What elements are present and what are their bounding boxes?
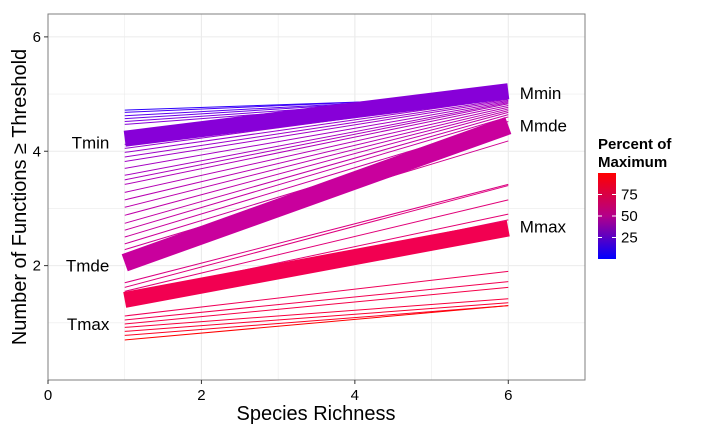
series-line [124, 110, 509, 208]
series-band-max [123, 220, 510, 308]
y-tick-label: 2 [33, 258, 41, 275]
series-line [124, 305, 509, 341]
series-line [124, 183, 509, 284]
series-line [124, 199, 509, 292]
x-tick-label: 0 [44, 387, 52, 404]
annotation-tmin: Tmin [72, 134, 110, 153]
thick-series-group [121, 83, 512, 308]
series-line [124, 98, 509, 158]
x-tick-label: 4 [351, 387, 359, 404]
legend-ticks: 25 50 75 [598, 187, 638, 247]
annotation-tmde: Tmde [66, 257, 109, 276]
legend-tick-label: 50 [621, 208, 638, 225]
series-line [124, 102, 509, 176]
series-band-min [123, 83, 510, 147]
x-tick-label: 2 [197, 387, 205, 404]
annotation-mmde: Mmde [520, 117, 567, 136]
series-line [124, 270, 509, 317]
plot-border [47, 13, 586, 381]
series-line [124, 103, 509, 181]
series-line [124, 116, 509, 231]
annotation-mmin: Mmin [520, 84, 562, 103]
legend: Percent of Maximum 25 50 75 [598, 136, 672, 259]
y-axis-title: Number of Functions ≥ Threshold [9, 49, 31, 345]
legend-tick-label: 25 [621, 230, 638, 247]
legend-colorbar [598, 173, 616, 259]
annotation-tmax: Tmax [67, 315, 110, 334]
legend-tick-label: 75 [621, 187, 638, 204]
series-line [124, 106, 509, 193]
legend-title-line-2: Maximum [598, 154, 667, 171]
legend-title-line-1: Percent of [598, 136, 672, 153]
series-line [124, 281, 509, 321]
series-line [124, 185, 509, 288]
axis-ticks: 0 2 4 6 2 4 6 [33, 29, 513, 404]
series-line [124, 111, 509, 216]
annotation-mmax: Mmax [520, 218, 567, 237]
annotations: Tmin Tmde Tmax Mmin Mmde Mmax [66, 84, 567, 334]
series-line [124, 298, 509, 328]
series-line [124, 99, 509, 163]
series-line [124, 286, 509, 325]
series-line [124, 105, 509, 185]
series-line [124, 305, 509, 336]
series-band-mde [121, 117, 512, 272]
y-tick-label: 4 [33, 143, 41, 160]
series-line [124, 108, 509, 201]
series-line [124, 302, 509, 332]
series-line [124, 101, 509, 169]
series-line [124, 114, 509, 224]
x-tick-label: 6 [504, 387, 512, 404]
x-axis-title: Species Richness [237, 403, 396, 425]
y-tick-label: 6 [33, 29, 41, 46]
